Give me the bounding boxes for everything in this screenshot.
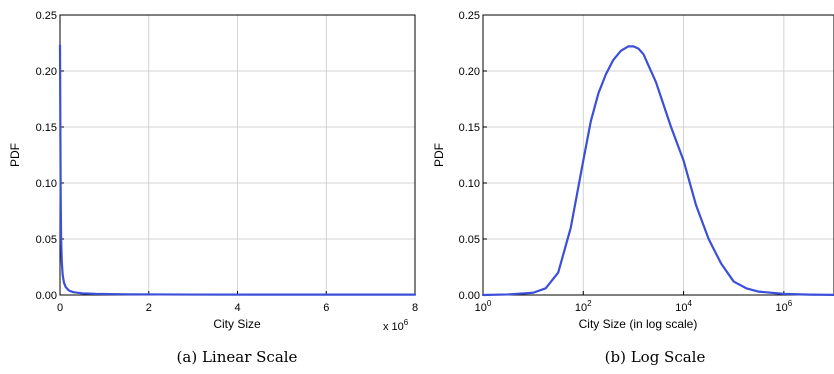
pdf-curve-a [58, 44, 417, 296]
x-tick-label-b: 106 [776, 299, 793, 314]
y-tick-label-a: 0.15 [36, 122, 57, 134]
x-tick-label-a: 0 [57, 302, 63, 314]
y-tick-label-b: 0.00 [459, 290, 480, 302]
x-tick-label-a: 6 [323, 302, 329, 314]
y-axis-label-a: PDF [8, 143, 22, 167]
y-tick-label-a: 0.20 [36, 66, 57, 78]
x-tick-label-b: 104 [675, 299, 692, 314]
x-tick-label-a: 8 [412, 302, 418, 314]
y-tick-label-b: 0.05 [459, 234, 480, 246]
caption-a: (a) Linear Scale [177, 348, 298, 366]
plot-frame-b [482, 14, 834, 296]
x-tick-label-b: 100 [475, 299, 492, 314]
x-multiplier-label: x 106 [383, 318, 409, 333]
panel-linear-scale: 0.00 0.05 0.10 0.15 0.20 0.25 0 2 4 6 8 City Size… [8, 10, 418, 366]
panel-log-scale: 0.00 0.05 0.10 0.15 0.20 0.25 100 102 104 106 Ci… [432, 10, 834, 366]
y-tick-label-a: 0.10 [36, 178, 57, 190]
y-axis-label-b: PDF [432, 143, 446, 167]
y-tick-label-b: 0.10 [459, 178, 480, 190]
x-axis-label-a: City Size [213, 317, 261, 331]
x-tick-label-a: 4 [234, 302, 240, 314]
x-tick-label-b: 102 [575, 299, 592, 314]
x-axis-label-b: City Size (in log scale) [579, 317, 698, 331]
y-tick-label-b: 0.20 [459, 66, 480, 78]
y-tick-label-a: 0.05 [36, 234, 57, 246]
y-tick-label-b: 0.25 [459, 10, 480, 22]
x-tick-label-a: 2 [146, 302, 152, 314]
y-tick-label-a: 0.25 [36, 10, 57, 22]
y-tick-label-b: 0.15 [459, 122, 480, 134]
y-tick-label-a: 0.00 [36, 290, 57, 302]
caption-b: (b) Log Scale [605, 348, 706, 366]
pdf-curve-b [481, 45, 834, 297]
